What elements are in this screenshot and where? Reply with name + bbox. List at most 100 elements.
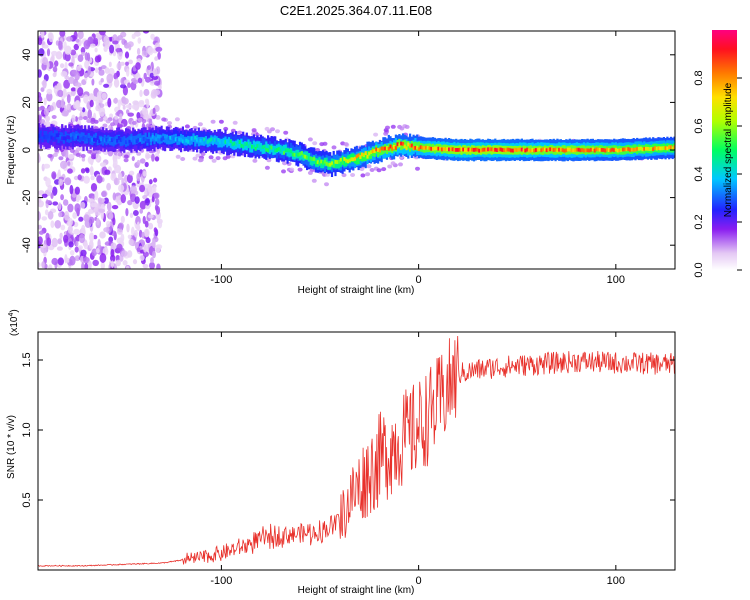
heatmap-ridge-cell: [531, 148, 534, 152]
heatmap-ridge-cell: [96, 136, 99, 146]
heatmap-noise-cell: [103, 83, 110, 88]
heatmap-ridge-cell: [481, 147, 484, 152]
heatmap-ridge-cell: [192, 134, 195, 150]
heatmap-ridge-cell: [261, 145, 264, 149]
heatmap-halo-cell: [75, 147, 81, 152]
heatmap-ridge-cell: [355, 156, 358, 165]
heatmap-noise-cell: [73, 175, 79, 181]
heatmap-noise-cell: [117, 172, 123, 181]
heatmap-noise-cell: [128, 43, 132, 51]
heatmap-noise-cell: [139, 254, 145, 261]
heatmap-ridge-cell: [414, 146, 417, 150]
heatmap-noise-cell: [147, 214, 154, 219]
heatmap-noise-cell: [57, 202, 62, 211]
heatmap-ridge-cell: [559, 147, 562, 152]
heatmap-halo-cell: [123, 154, 129, 159]
heatmap-noise-cell: [112, 192, 117, 201]
heatmap-halo-cell: [195, 153, 201, 158]
heatmap-noise-cell: [117, 200, 122, 206]
heatmap-ridge-cell: [588, 148, 591, 153]
heatmap-noise-cell: [106, 73, 114, 84]
heatmap-noise-cell: [64, 177, 72, 186]
heatmap-ridge-cell: [46, 134, 50, 139]
heatmap-halo-cell: [360, 173, 366, 178]
heatmap-noise-cell: [41, 216, 48, 221]
heatmap-ridge-cell: [666, 146, 669, 151]
heatmap-ridge-cell: [227, 142, 231, 146]
heatmap-halo-cell: [270, 127, 275, 132]
heatmap-noise-cell: [95, 104, 101, 112]
heatmap-ridge-cell: [439, 146, 442, 151]
heatmap-ridge-cell: [139, 133, 142, 142]
heatmap-ridge-cell: [121, 137, 124, 142]
heatmap-ridge-cell: [329, 162, 332, 167]
heatmap-ridge-cell: [98, 139, 101, 144]
heatmap-noise-cell: [154, 204, 159, 211]
heatmap-ridge-cell: [164, 134, 167, 139]
heatmap-noise-cell: [48, 264, 53, 269]
heatmap-halo-cell: [366, 164, 372, 169]
heatmap-noise-cell: [115, 48, 123, 53]
heatmap-ridge-cell: [492, 148, 495, 152]
heatmap-ridge-cell: [352, 157, 355, 162]
heatmap-noise-cell: [113, 72, 119, 80]
heatmap-halo-cell: [38, 115, 41, 120]
heatmap-noise-cell: [133, 210, 139, 216]
heatmap-ridge-cell: [87, 138, 90, 142]
heatmap-ridge-cell: [242, 144, 245, 149]
heatmap-halo-cell: [40, 119, 46, 123]
heatmap-noise-cell: [67, 161, 71, 166]
heatmap-ridge-cell: [540, 148, 543, 153]
heatmap-ridge-cell: [109, 137, 112, 141]
heatmap-halo-cell: [82, 116, 88, 120]
heatmap-noise-cell: [151, 153, 155, 162]
heatmap-noise-cell: [110, 260, 114, 269]
heatmap-noise-cell: [152, 250, 156, 259]
heatmap-ridge-cell: [171, 135, 174, 139]
heatmap-ridge-cell: [153, 136, 156, 141]
heatmap-noise-cell: [52, 66, 58, 73]
heatmap-noise-cell: [94, 190, 99, 201]
heatmap-noise-cell: [63, 79, 70, 89]
heatmap-noise-cell: [131, 156, 135, 162]
figure-title: C2E1.2025.364.07.11.E08: [280, 3, 432, 18]
heatmap-ridge-cell: [655, 146, 658, 151]
heatmap-noise-cell: [69, 255, 76, 266]
heatmap-noise-cell: [120, 215, 125, 224]
heatmap-ridge-cell: [112, 137, 115, 147]
heatmap-noise-cell: [107, 97, 112, 108]
heatmap-noise-cell: [103, 45, 108, 53]
heatmap-ridge-cell: [364, 152, 367, 161]
heatmap-noise-cell: [152, 185, 157, 194]
heatmap-ridge-cell: [243, 142, 247, 147]
heatmap-ridge-cell: [609, 148, 612, 153]
heatmap-ridge-cell: [575, 147, 578, 152]
heatmap-noise-cell: [155, 244, 161, 253]
heatmap-ridge-cell: [444, 147, 447, 152]
heatmap-noise-cell: [69, 184, 74, 195]
heatmap-ridge-cell: [268, 145, 271, 154]
heatmap-ridge-cell: [462, 147, 465, 152]
heatmap-ridge-cell: [61, 136, 64, 141]
heatmap-ridge-cell: [245, 141, 248, 146]
heatmap-halo-cell: [297, 167, 303, 172]
heatmap-noise-cell: [89, 232, 94, 243]
heatmap-ridge-cell: [158, 135, 161, 145]
heatmap-noise-cell: [68, 62, 74, 67]
heatmap-ridge-cell: [254, 147, 257, 151]
heatmap-ridge-cell: [398, 138, 401, 148]
heatmap-noise-cell: [81, 262, 85, 269]
heatmap-ridge-cell: [204, 139, 207, 144]
heatmap-ridge-cell: [400, 141, 403, 151]
heatmap-halo-cell: [123, 158, 129, 163]
heatmap-noise-cell: [42, 57, 48, 66]
heatmap-noise-cell: [60, 194, 64, 201]
heatmap-halo-cell: [373, 132, 379, 137]
heatmap-ridge-cell: [405, 141, 408, 150]
heatmap-ridge-cell: [203, 137, 206, 146]
heatmap-ridge-cell: [339, 158, 342, 167]
heatmap-noise-cell: [109, 44, 115, 54]
heatmap-panel: -100 0 100 -40 -20 0 20 40 Height of straight l…: [6, 30, 676, 296]
heatmap-ridge-cell: [630, 147, 633, 152]
heatmap-noise-cell: [139, 208, 143, 214]
